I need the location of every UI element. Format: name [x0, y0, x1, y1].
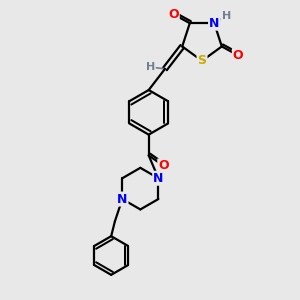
Text: H: H [221, 11, 231, 21]
Text: N: N [117, 193, 128, 206]
Text: O: O [168, 8, 179, 21]
Text: O: O [233, 49, 244, 62]
Text: N: N [153, 172, 164, 185]
Text: N: N [209, 17, 219, 30]
Text: S: S [197, 54, 206, 67]
Text: H: H [146, 62, 155, 72]
Text: O: O [158, 159, 169, 172]
